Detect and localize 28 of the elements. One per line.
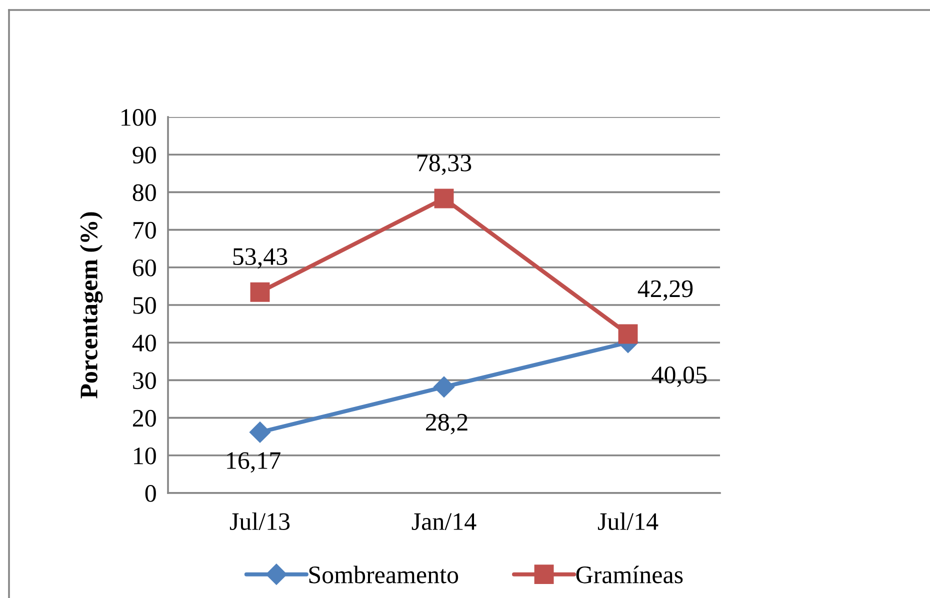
point — [249, 422, 271, 443]
x-tick-label: Jul/14 — [598, 512, 658, 530]
y-tick-label: 0 — [145, 485, 156, 502]
point — [434, 188, 454, 208]
y-tick-label: 100 — [122, 109, 156, 126]
y-axis-title: Porcentagem (%) — [80, 212, 103, 398]
point — [433, 376, 455, 398]
data-label: 53,43 — [233, 248, 288, 269]
y-tick-label: 10 — [134, 447, 156, 464]
x-tick-label: Jan/14 — [412, 513, 476, 530]
legend-label: Gramíneas — [576, 566, 683, 584]
y-tick-label: 40 — [132, 334, 156, 352]
y-tick-label: 30 — [133, 372, 156, 390]
point — [250, 282, 270, 302]
legend-label: Sombreamento — [309, 566, 458, 584]
data-label: 42,29 — [638, 280, 693, 301]
data-label: 16,17 — [227, 452, 280, 473]
data-label: 78,33 — [418, 154, 472, 175]
y-tick-label: 70 — [134, 222, 156, 239]
y-tick-label: 50 — [133, 297, 156, 314]
x-tick-label: Jul/13 — [230, 512, 290, 530]
y-tick-label: 20 — [132, 410, 156, 427]
data-label: 40,05 — [652, 366, 707, 387]
y-tick-label: 80 — [132, 184, 156, 202]
point — [618, 324, 638, 344]
y-tick-label: 60 — [132, 259, 156, 276]
data-label: 28,2 — [426, 414, 468, 434]
y-tick-label: 90 — [132, 146, 156, 164]
